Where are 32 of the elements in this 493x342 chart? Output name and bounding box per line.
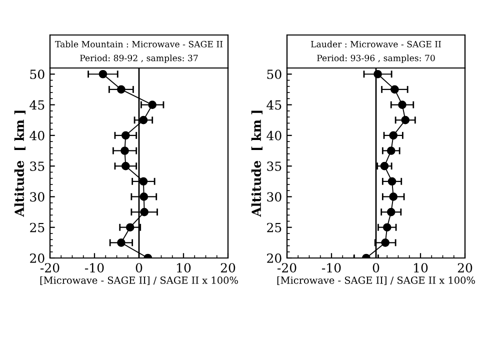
- y-tick-label: 50: [267, 70, 282, 80]
- x-axis-title: [Microwave - SAGE II] / SAGE II x 100%: [40, 276, 238, 286]
- x-tick-label: -10: [84, 263, 104, 273]
- x-tick-label: 0: [136, 263, 142, 273]
- y-tick-label: 25: [30, 222, 44, 232]
- y-tick-label: 40: [30, 130, 44, 140]
- y-axis-title: Altitude [ km ]: [251, 110, 263, 217]
- chart-title: Lauder : Microwave - SAGE II: [311, 40, 441, 48]
- y-tick-label: 45: [266, 100, 282, 110]
- x-tick-label: 0: [372, 263, 380, 273]
- y-tick-label: 45: [30, 100, 44, 110]
- y-tick-label: 25: [267, 222, 282, 232]
- chart-title: Table Mountain : Microwave - SAGE II: [55, 40, 223, 48]
- x-tick-label: -10: [322, 263, 341, 273]
- y-tick-label: 40: [266, 130, 282, 140]
- x-tick-label: 10: [177, 263, 191, 273]
- y-tick-label: 50: [30, 70, 44, 80]
- x-tick-label: -20: [277, 263, 296, 273]
- x-tick-label: 10: [414, 263, 428, 273]
- y-tick-label: 20: [267, 253, 282, 263]
- x-tick-label: 20: [458, 263, 472, 273]
- x-tick-label: 20: [220, 263, 236, 273]
- x-tick-label: -20: [40, 263, 60, 273]
- y-tick-label: 30: [30, 192, 44, 202]
- y-tick-label: 35: [267, 162, 282, 171]
- y-tick-label: 35: [30, 162, 44, 171]
- chart-subtitle: Period: 89-92 , samples: 37: [80, 54, 198, 63]
- y-axis-title: Altitude [ km ]: [14, 110, 26, 217]
- y-tick-label: 20: [30, 253, 44, 263]
- y-tick-label: 30: [267, 192, 282, 202]
- chart-subtitle: Period: 93-96 , samples: 70: [317, 54, 435, 63]
- x-axis-title: [Microwave - SAGE II] / SAGE II x 100%: [277, 276, 475, 286]
